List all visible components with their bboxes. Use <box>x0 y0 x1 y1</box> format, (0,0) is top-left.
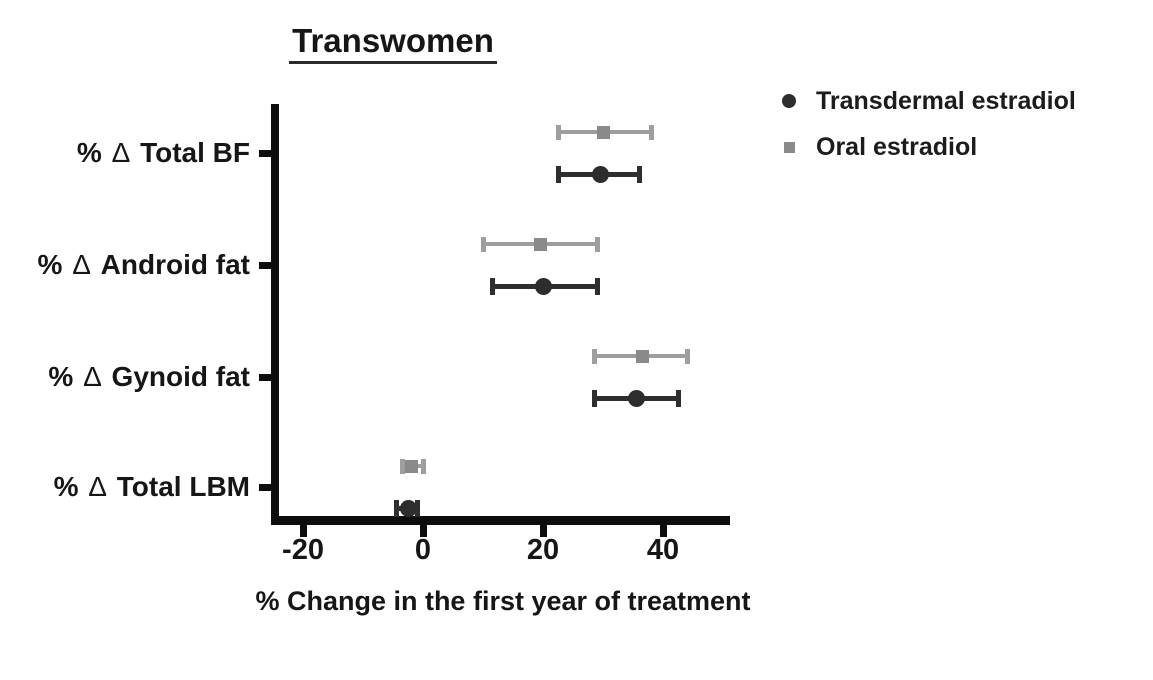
delta-symbol: Δ <box>83 361 102 392</box>
error-bar-cap <box>555 124 561 140</box>
legend-item-label: Oral estradiol <box>816 132 978 161</box>
legend-item: Transdermal estradiol <box>776 84 1076 118</box>
legend: Transdermal estradiol Oral estradiol <box>776 84 1076 176</box>
x-tick-label: 20 <box>526 534 560 566</box>
x-tick <box>419 525 427 537</box>
x-tick-label: 0 <box>414 534 432 566</box>
data-point-marker-circle <box>591 165 609 183</box>
error-bar-cap <box>594 236 600 252</box>
delta-symbol: Δ <box>88 471 107 502</box>
y-axis-line <box>271 104 279 525</box>
error-bar-cap <box>399 458 405 474</box>
x-tick-label: -20 <box>282 534 324 566</box>
error-bar-cap <box>591 348 597 364</box>
error-bar-cap <box>420 458 426 474</box>
category-label: % Δ Total BF <box>76 137 250 168</box>
category-label: % Δ Android fat <box>37 249 250 280</box>
category-label: % Δ Total LBM <box>53 471 250 502</box>
x-tick <box>539 525 547 537</box>
data-point-marker-circle <box>534 277 552 295</box>
chart-title: Transwomen <box>243 22 543 64</box>
error-bar-cap <box>393 499 399 517</box>
error-bar-cap <box>684 348 690 364</box>
error-bar-cap <box>591 389 597 407</box>
data-point-marker-circle <box>399 499 417 517</box>
y-tick <box>259 149 271 157</box>
error-bar-cap <box>414 499 420 517</box>
x-tick <box>659 525 667 537</box>
delta-symbol: Δ <box>72 249 91 280</box>
error-bar-cap <box>648 124 654 140</box>
data-point-marker-square <box>596 125 610 139</box>
x-tick-label: 40 <box>646 534 680 566</box>
data-point-marker-square <box>635 349 649 363</box>
legend-marker-square-icon <box>776 141 802 153</box>
chart-title-text: Transwomen <box>289 22 497 64</box>
category-label: % Δ Gynoid fat <box>48 361 250 392</box>
error-bar-cap <box>555 165 561 183</box>
data-point-marker-circle <box>627 389 645 407</box>
legend-item: Oral estradiol <box>776 130 1076 164</box>
delta-symbol: Δ <box>111 137 131 168</box>
y-tick <box>259 261 271 269</box>
error-bar-cap <box>636 165 642 183</box>
error-bar-cap <box>594 277 600 295</box>
legend-marker-circle-icon <box>776 94 802 108</box>
error-bar-cap <box>675 389 681 407</box>
error-bar-cap <box>480 236 486 252</box>
error-bar-cap <box>489 277 495 295</box>
data-point-marker-square <box>533 237 547 251</box>
y-tick <box>259 483 271 491</box>
y-tick <box>259 373 271 381</box>
x-tick <box>299 525 307 537</box>
data-point-marker-square <box>404 459 418 473</box>
x-axis-label: % Change in the first year of treatment <box>255 586 751 616</box>
x-axis-line <box>271 516 730 525</box>
legend-item-label: Transdermal estradiol <box>816 86 1076 115</box>
